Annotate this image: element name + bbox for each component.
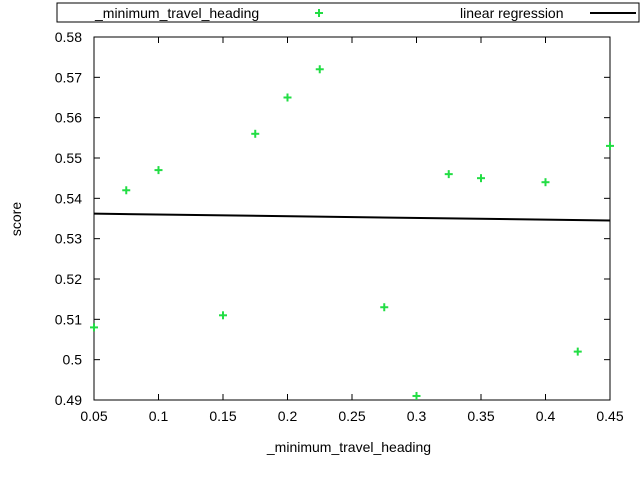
y-tick-label: 0.56	[55, 110, 82, 126]
legend-box	[56, 2, 640, 23]
y-tick-label: 0.55	[55, 150, 82, 166]
x-tick-label: 0.1	[149, 408, 169, 424]
data-point	[477, 174, 485, 183]
x-tick-label: 0.3	[407, 408, 427, 424]
legend-label-regression: linear regression	[460, 5, 564, 21]
x-axis-label: _minimum_travel_heading	[266, 439, 431, 455]
data-point	[380, 303, 389, 312]
x-tick-label: 0.4	[536, 408, 556, 424]
x-tick-label: 0.45	[596, 408, 623, 424]
data-point	[90, 323, 98, 332]
regression-line-group	[93, 212, 611, 222]
x-tick-label: 0.15	[209, 408, 236, 424]
x-tick-label: 0.25	[338, 408, 365, 424]
x-tick-label: 0.2	[278, 408, 298, 424]
y-axis-ticks: 0.49 0.5 0.51 0.52 0.53 0.54 0.55 0.56 0.57 0.58	[55, 29, 610, 408]
legend-plus-marker	[315, 9, 323, 17]
x-axis-ticks: 0.05 0.1 0.15 0.2 0.25 0.3 0.35 0.4 0.45	[80, 37, 624, 424]
data-point	[219, 311, 227, 320]
data-point	[412, 391, 421, 400]
data-point	[606, 141, 614, 150]
regression-line	[93, 212, 611, 222]
y-tick-label: 0.57	[55, 69, 82, 85]
scatter-points	[90, 65, 614, 400]
legend-label-points: _minimum_travel_heading	[94, 5, 259, 21]
y-tick-label: 0.52	[55, 271, 82, 287]
data-point	[154, 166, 163, 175]
data-point	[122, 186, 131, 195]
data-point	[283, 93, 292, 102]
data-point	[315, 65, 324, 74]
x-tick-label: 0.05	[80, 408, 107, 424]
data-point	[541, 178, 550, 187]
y-tick-label: 0.5	[63, 352, 83, 368]
y-tick-label: 0.54	[55, 190, 82, 206]
y-tick-label: 0.53	[55, 231, 82, 247]
legend-marker-points	[315, 9, 323, 17]
x-tick-label: 0.35	[467, 408, 494, 424]
data-point	[444, 170, 453, 179]
y-axis-label: score	[8, 202, 24, 236]
y-tick-label: 0.51	[55, 311, 82, 327]
y-tick-label: 0.58	[55, 29, 82, 45]
data-point	[573, 347, 582, 356]
y-tick-label: 0.49	[55, 392, 82, 408]
data-point	[251, 129, 260, 138]
